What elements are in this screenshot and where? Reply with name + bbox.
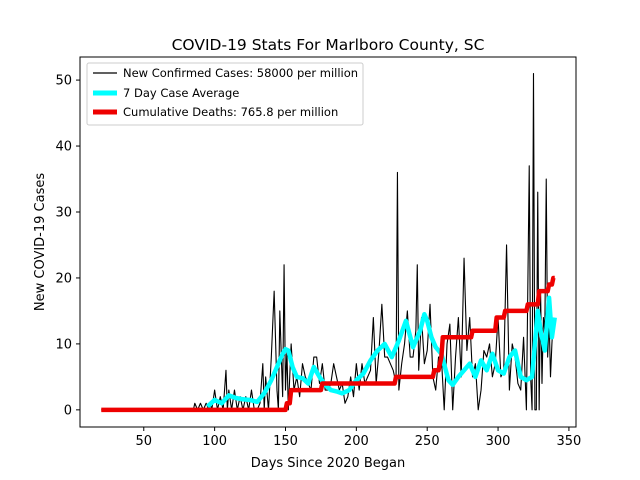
y-tick-label: 30 (55, 205, 72, 220)
y-tick-label: 20 (55, 271, 72, 286)
x-tick-label: 200 (344, 434, 369, 449)
chart-title: COVID-19 Stats For Marlboro County, SC (172, 36, 485, 54)
y-axis-label: New COVID-19 Cases (33, 173, 48, 311)
legend: New Confirmed Cases: 58000 per million 7… (86, 62, 364, 126)
y-tick-label: 50 (55, 74, 72, 89)
seven-day-average-line (206, 295, 557, 409)
x-axis-ticks: 50 100 150 200 250 300 350 (135, 427, 581, 449)
x-tick-label: 100 (202, 434, 227, 449)
x-tick-label: 50 (135, 434, 152, 449)
y-tick-label: 40 (55, 140, 72, 155)
y-axis-ticks: 0 10 20 30 40 50 (55, 74, 80, 418)
y-tick-label: 10 (55, 337, 72, 352)
new-cases-line (101, 72, 554, 411)
x-tick-label: 300 (486, 434, 511, 449)
x-tick-label: 350 (557, 434, 582, 449)
x-tick-label: 250 (415, 434, 440, 449)
cumulative-deaths-line (101, 275, 556, 413)
x-tick-label: 150 (273, 434, 298, 449)
series-layer (101, 72, 557, 413)
plot-area-frame (79, 56, 577, 428)
legend-label-7day-average: 7 Day Case Average (123, 86, 239, 100)
legend-label-new-cases: New Confirmed Cases: 58000 per million (123, 66, 358, 80)
y-tick-label: 0 (64, 403, 72, 418)
x-axis-label: Days Since 2020 Began (251, 456, 406, 471)
legend-box (86, 62, 364, 126)
legend-label-cumulative-deaths: Cumulative Deaths: 765.8 per million (123, 105, 338, 119)
